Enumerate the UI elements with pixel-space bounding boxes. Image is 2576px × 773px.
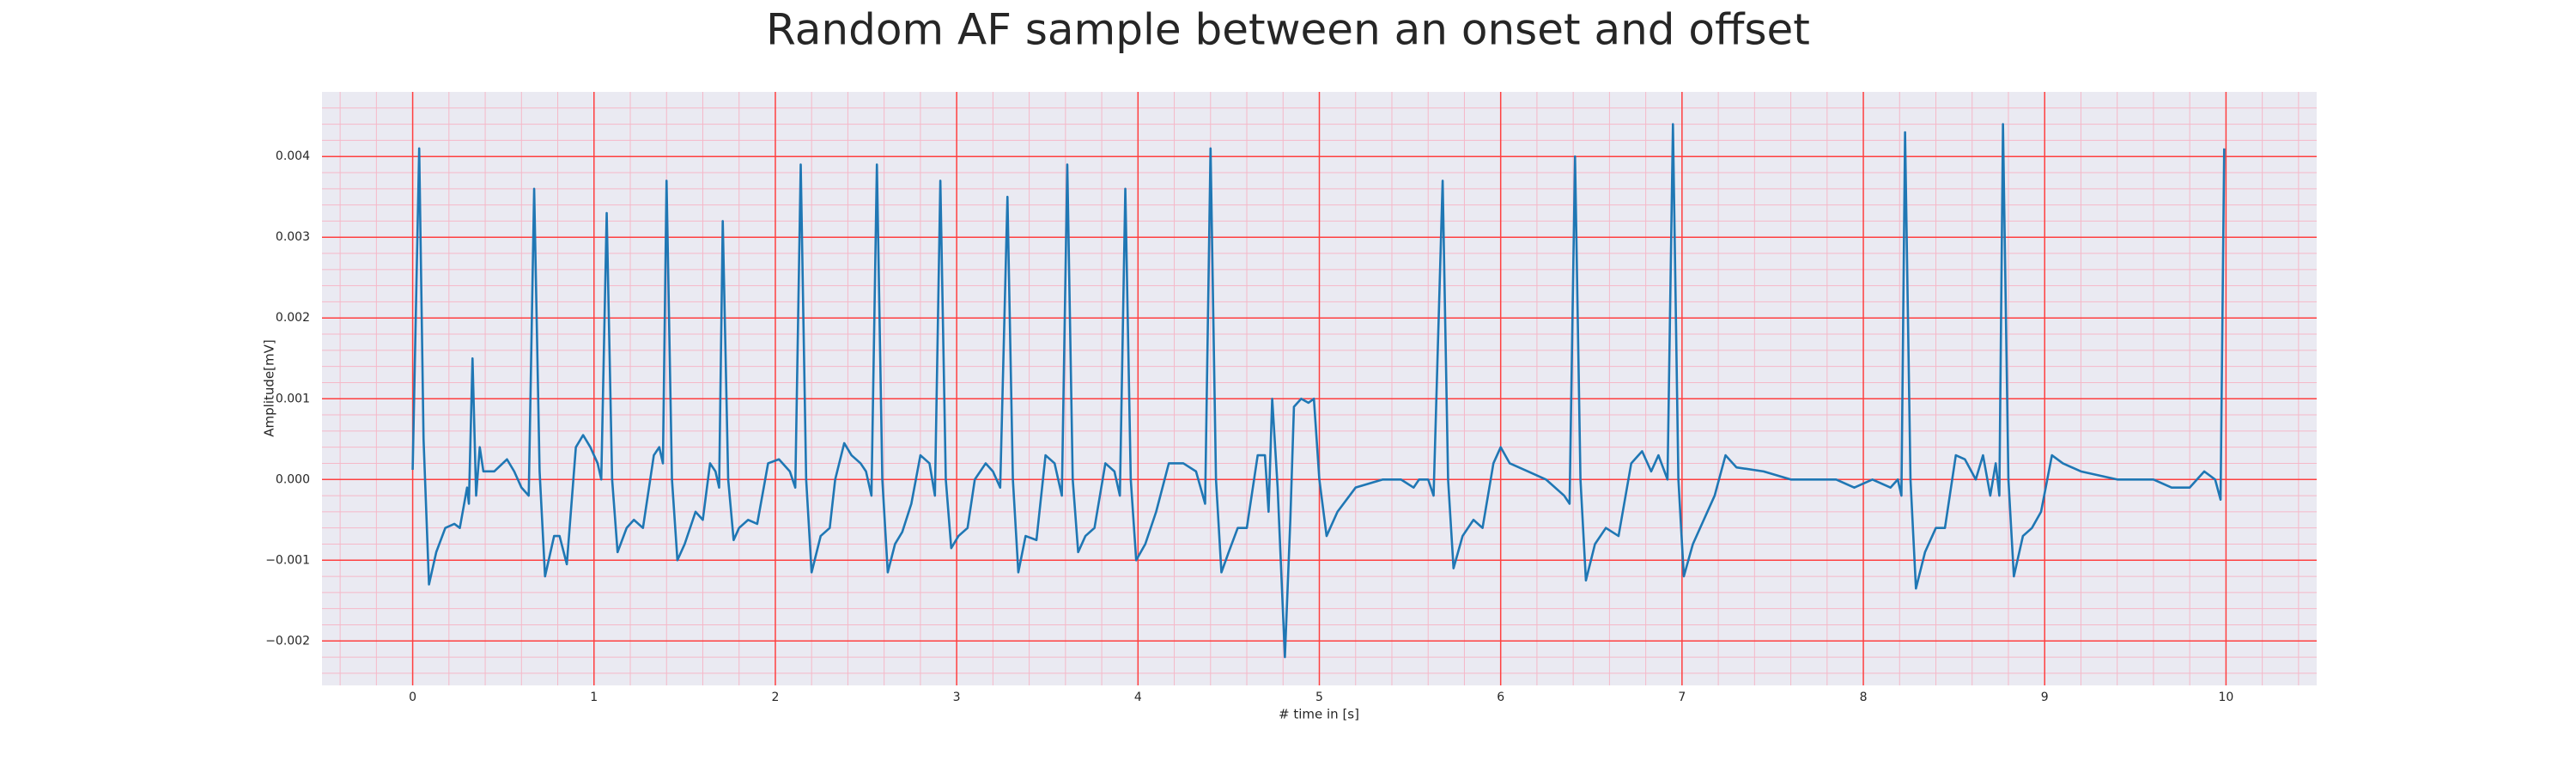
y-tick-label: −0.002 [265,634,310,648]
y-tick-label: −0.001 [265,553,310,567]
x-tick-label: 2 [771,691,779,704]
x-tick-label: 5 [1315,691,1323,704]
x-tick-label: 3 [953,691,961,704]
x-tick-label: 8 [1860,691,1868,704]
y-tick-label: 0.001 [276,392,310,405]
y-tick-label: 0.003 [276,230,310,244]
y-tick-label: 0.002 [276,311,310,325]
x-tick-label: 6 [1497,691,1504,704]
x-tick-label: 10 [2218,691,2233,704]
y-tick-label: 0.000 [276,472,310,486]
x-axis-label: # time in [s] [1279,707,1359,722]
x-tick-label: 4 [1134,691,1142,704]
ecg-line [411,123,2226,659]
x-tick-label: 0 [409,691,416,704]
x-tick-label: 9 [2041,691,2049,704]
x-tick-label: 7 [1678,691,1686,704]
chart-title: Random AF sample between an onset and of… [766,5,1810,55]
y-axis-label: Amplitude[mV] [262,339,277,436]
x-tick-label: 1 [590,691,598,704]
y-tick-label: 0.004 [276,149,310,163]
